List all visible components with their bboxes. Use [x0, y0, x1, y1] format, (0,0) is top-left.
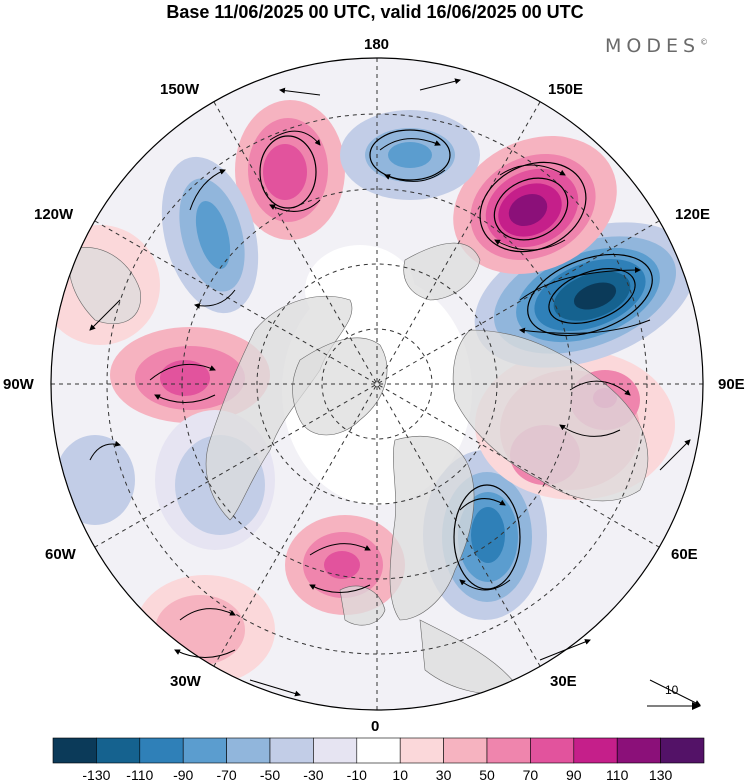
label-150w: 150W [160, 81, 200, 98]
colorbar-swatch [139, 737, 184, 764]
map-boundary [50, 57, 704, 711]
colorbar-tick-label: -110 [126, 767, 153, 783]
reference-vector-label: 10 [665, 683, 679, 697]
colorbar-swatch [530, 737, 575, 764]
label-0: 0 [371, 718, 380, 735]
colorbar-swatch [52, 737, 97, 764]
colorbar-swatch [573, 737, 618, 764]
label-150e: 150E [548, 81, 584, 98]
brand-logo: MODES© [605, 35, 709, 57]
colorbar-swatch [269, 737, 314, 764]
colorbar-swatch [356, 737, 401, 764]
colorbar-tick-label: -130 [82, 767, 110, 783]
colorbar-swatch [96, 737, 141, 764]
chart-title: Base 11/06/2025 00 UTC, valid 16/06/2025… [166, 2, 584, 22]
colorbar-swatch [313, 737, 358, 764]
colorbar-swatch [443, 737, 488, 764]
contour-lines [259, 129, 653, 590]
colorbar-tick-label: 70 [523, 767, 539, 783]
colorbar-tick-label: 10 [392, 767, 408, 783]
colorbar-swatch [182, 737, 227, 764]
label-60w: 60W [45, 546, 76, 563]
colorbar-tick-label: -10 [347, 767, 367, 783]
graticule [51, 58, 703, 710]
label-90e: 90E [718, 376, 745, 393]
colorbar-tick-label: -50 [260, 767, 280, 783]
label-180: 180 [364, 36, 390, 53]
colorbar-tick-label: 110 [606, 767, 629, 783]
colorbar-tick-label: 30 [436, 767, 452, 783]
colorbar: -130 -110 -90 -70 -50 -30 -10 10 30 50 70 90 110 130 [52, 737, 705, 783]
landmass [68, 242, 649, 695]
colorbar-tick-label: -70 [216, 767, 236, 783]
wind-vectors [89, 78, 701, 706]
label-30e: 30E [550, 673, 577, 690]
colorbar-swatch [616, 737, 661, 764]
colorbar-tick-label: 130 [649, 767, 673, 783]
label-120w: 120W [34, 206, 74, 223]
label-120e: 120E [675, 206, 711, 223]
label-60e: 60E [671, 546, 698, 563]
colorbar-swatch [486, 737, 531, 764]
colorbar-tick-label: -90 [173, 767, 193, 783]
colorbar-tick-label: 50 [479, 767, 495, 783]
colorbar-tick-label: -30 [303, 767, 323, 783]
colorbar-swatch [226, 737, 271, 764]
colorbar-swatch [660, 737, 705, 764]
label-90w: 90W [3, 376, 34, 393]
colorbar-swatch [399, 737, 444, 764]
colorbar-tick-label: 90 [566, 767, 582, 783]
label-30w: 30W [170, 673, 201, 690]
